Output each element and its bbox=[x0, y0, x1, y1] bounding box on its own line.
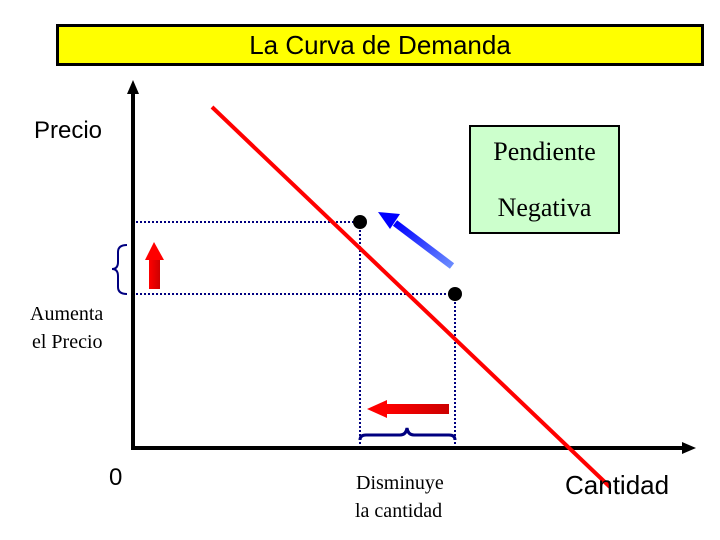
point-low-price bbox=[448, 287, 462, 301]
slope-arrow bbox=[392, 220, 455, 269]
quantity-annotation-line-2: la cantidad bbox=[355, 500, 443, 522]
demand-curve bbox=[210, 105, 612, 489]
callout-line-2: Negativa bbox=[497, 193, 592, 222]
y-axis-label: Precio bbox=[34, 117, 103, 144]
slope-callout: Pendiente Negativa bbox=[469, 125, 620, 234]
title-box: La Curva de Demanda bbox=[56, 24, 704, 66]
price-brace bbox=[111, 244, 128, 295]
diagram-title: La Curva de Demanda bbox=[249, 29, 511, 60]
price-annotation-line-2: el Precio bbox=[32, 331, 103, 353]
point-high-price bbox=[353, 215, 367, 229]
price-annotation-line-1: Aumenta bbox=[30, 303, 104, 325]
callout-line-1: Pendiente bbox=[493, 137, 596, 166]
price-up-arrow-head bbox=[145, 242, 164, 260]
x-axis-label: Cantidad bbox=[565, 470, 670, 500]
quantity-left-arrow-head bbox=[367, 400, 387, 418]
slope-arrowhead bbox=[378, 212, 400, 229]
y-axis-arrowhead bbox=[127, 80, 139, 94]
quantity-left-arrow-shaft bbox=[385, 404, 449, 414]
quantity-brace bbox=[358, 427, 457, 441]
quantity-annotation-line-1: Disminuye bbox=[356, 472, 444, 494]
x-axis-arrowhead bbox=[682, 442, 696, 454]
origin-label: 0 bbox=[109, 464, 123, 491]
price-up-arrow-shaft bbox=[149, 258, 160, 289]
